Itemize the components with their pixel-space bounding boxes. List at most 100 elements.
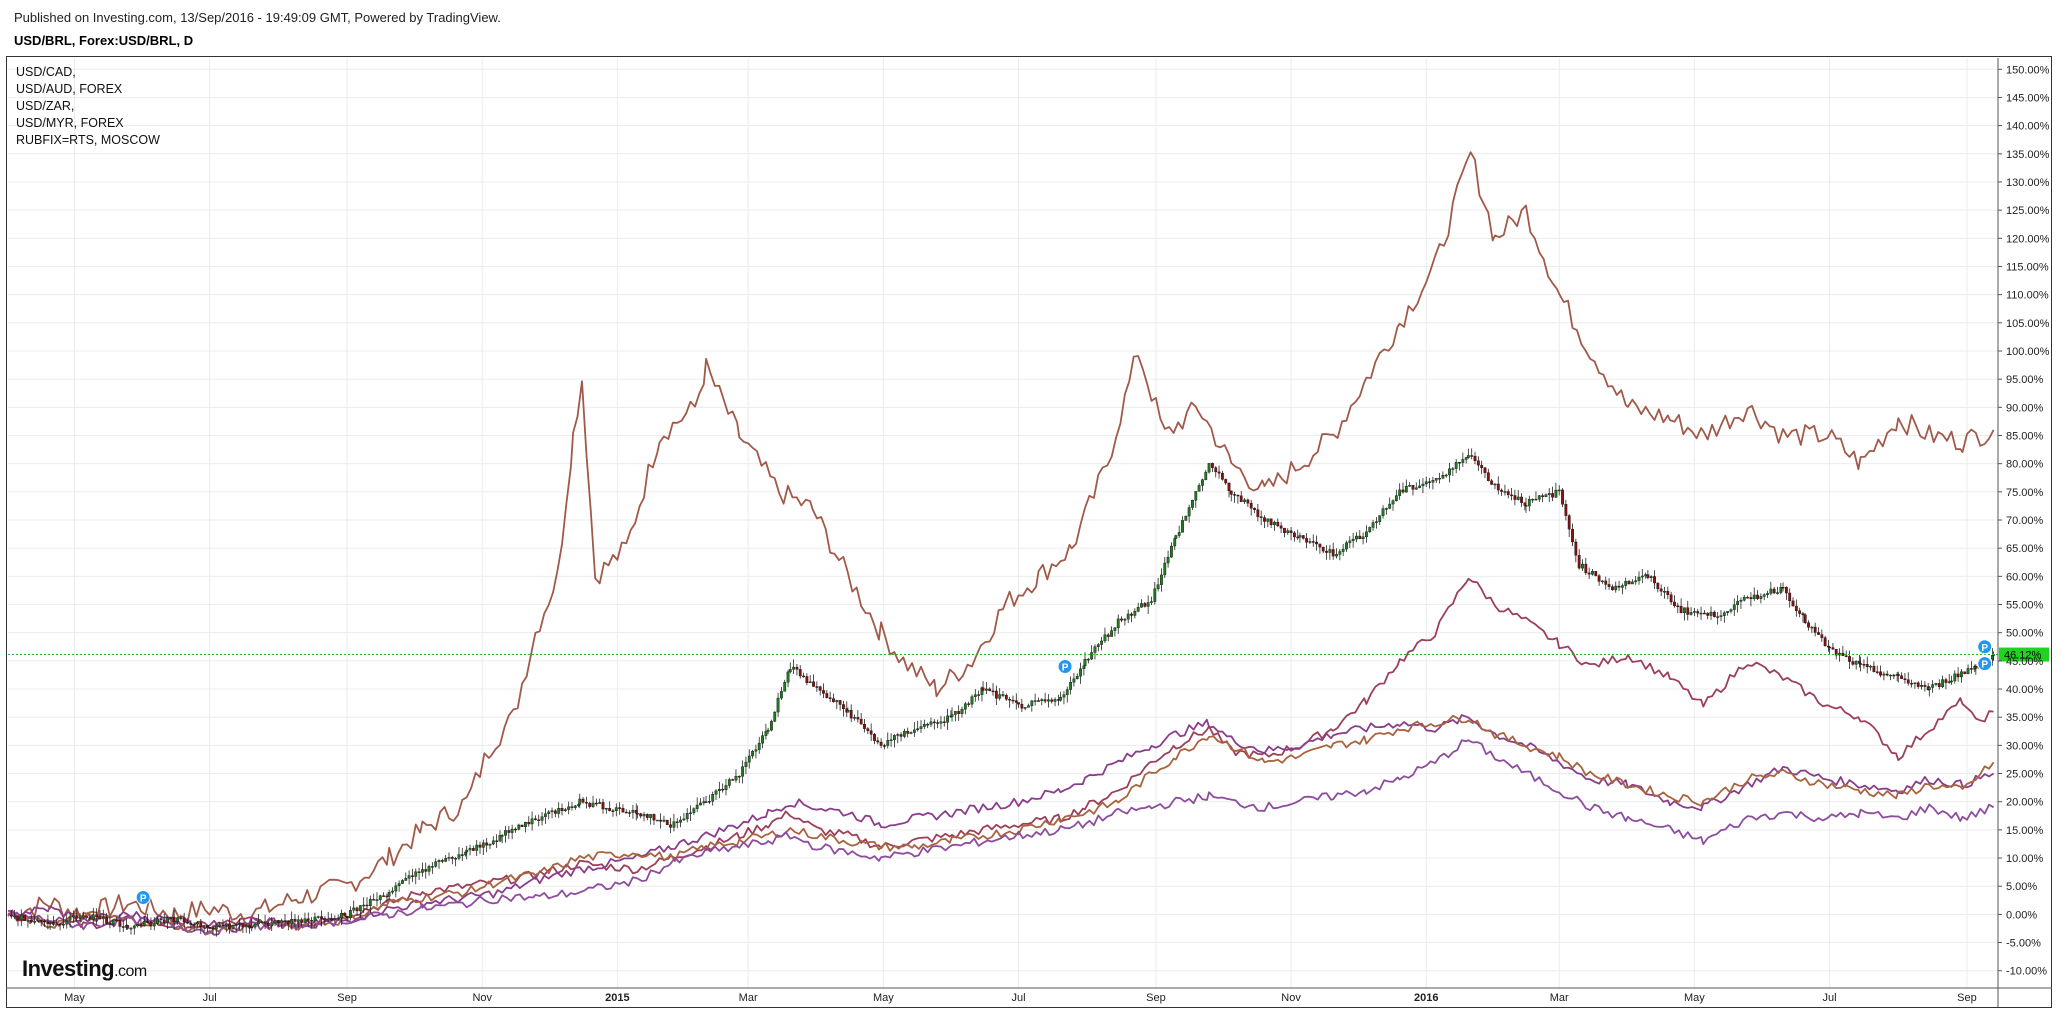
y-tick-label: 90.00% (2006, 402, 2044, 414)
candle-body (166, 917, 169, 923)
x-tick-label: Mar (739, 992, 758, 1004)
candle-body (1627, 581, 1631, 585)
candle-body (1249, 502, 1253, 509)
candle-body (1624, 581, 1628, 586)
y-tick-label: 120.00% (2006, 233, 2050, 245)
candle-body (336, 917, 340, 920)
candle-body (939, 721, 943, 724)
candle-body (169, 917, 173, 919)
candle-body (942, 721, 946, 723)
candle-body (1746, 596, 1749, 599)
candle-body (1801, 613, 1805, 616)
candle-body (953, 711, 957, 715)
candle-body (1823, 637, 1827, 647)
candle-body (1604, 580, 1608, 585)
candle-body (1653, 576, 1656, 584)
candle-body (1719, 615, 1723, 617)
candle-body (1607, 584, 1611, 587)
candle-body (779, 691, 783, 699)
investing-logo[interactable]: Investing.com (22, 956, 147, 982)
candle-body (727, 779, 731, 786)
candle-body (182, 917, 186, 923)
marker-badge (1977, 639, 1993, 655)
candle-body (517, 824, 521, 830)
candle-body (1086, 658, 1090, 661)
candle-body (115, 919, 118, 922)
candle-body (957, 711, 961, 714)
candle-body (1844, 655, 1848, 657)
candle-body (639, 813, 643, 817)
candle-body (475, 844, 479, 851)
candle-body (1966, 668, 1970, 674)
candle-body (1338, 551, 1342, 555)
candle-body (1637, 576, 1641, 581)
candle-body (883, 745, 886, 747)
candle-body (1279, 525, 1283, 529)
candle-body (899, 734, 903, 737)
candle-body (1970, 668, 1973, 670)
candle-body (588, 803, 592, 807)
candle-body (1053, 699, 1057, 702)
candle-body (1414, 487, 1418, 490)
candle-body (1470, 455, 1474, 457)
candle-body (1079, 668, 1082, 677)
last-value-badge (1999, 647, 2049, 662)
candle-body (424, 869, 428, 872)
candle-body (1296, 536, 1300, 539)
candle-body (1384, 508, 1388, 510)
candle-body (1211, 463, 1214, 468)
y-tick-label: 105.00% (2006, 318, 2050, 330)
candle-body (1736, 601, 1740, 606)
candle-body (1584, 563, 1588, 574)
candle-body (1136, 606, 1140, 612)
candle-body (540, 816, 544, 821)
candle-body (1093, 646, 1097, 653)
candle-body (179, 917, 183, 919)
candle-body (741, 766, 745, 777)
candle-body (1769, 588, 1773, 594)
candle-body (766, 729, 770, 732)
candle-body (724, 785, 728, 791)
candle-body (808, 681, 812, 683)
candle-body (1166, 556, 1170, 564)
candle-body (1803, 614, 1807, 623)
candle-body (1841, 652, 1845, 656)
candle-body (1527, 499, 1531, 507)
candle-body (1072, 678, 1076, 683)
candle-body (1391, 500, 1395, 505)
y-tick-label: 140.00% (2006, 121, 2050, 133)
candle-body (873, 734, 876, 741)
candle-body (645, 814, 649, 818)
y-tick-label: 0.00% (2006, 909, 2037, 921)
legend-item: USD/CAD, (16, 65, 76, 79)
marker-badge (1977, 656, 1993, 672)
candle-body (1544, 494, 1548, 497)
candle-body (1017, 702, 1020, 705)
candle-body (263, 921, 267, 924)
candle-body (75, 915, 79, 919)
candle-body (981, 687, 985, 691)
candle-body (1351, 538, 1355, 542)
logo-brand: Investing (22, 956, 115, 981)
candle-body (1214, 467, 1218, 473)
series-line (7, 577, 1994, 931)
candle-body (812, 681, 815, 687)
candle-body (747, 755, 751, 763)
legend-item: USD/AUD, FOREX (16, 82, 123, 96)
candle-body (1900, 675, 1904, 679)
y-tick-label: 5.00% (2006, 881, 2037, 893)
candle-body (401, 880, 404, 884)
y-tick-label: 20.00% (2006, 797, 2044, 809)
candle-body (1591, 571, 1594, 575)
candle-body (929, 721, 933, 725)
candle-body (1903, 678, 1907, 680)
candle-body (560, 808, 564, 812)
candle-body (550, 810, 554, 813)
series-line (7, 739, 1995, 936)
candle-body (1146, 602, 1150, 607)
x-tick-label: Nov (472, 992, 492, 1004)
candle-body (991, 690, 995, 693)
candle-body (202, 925, 206, 927)
candle-body (1941, 679, 1944, 688)
